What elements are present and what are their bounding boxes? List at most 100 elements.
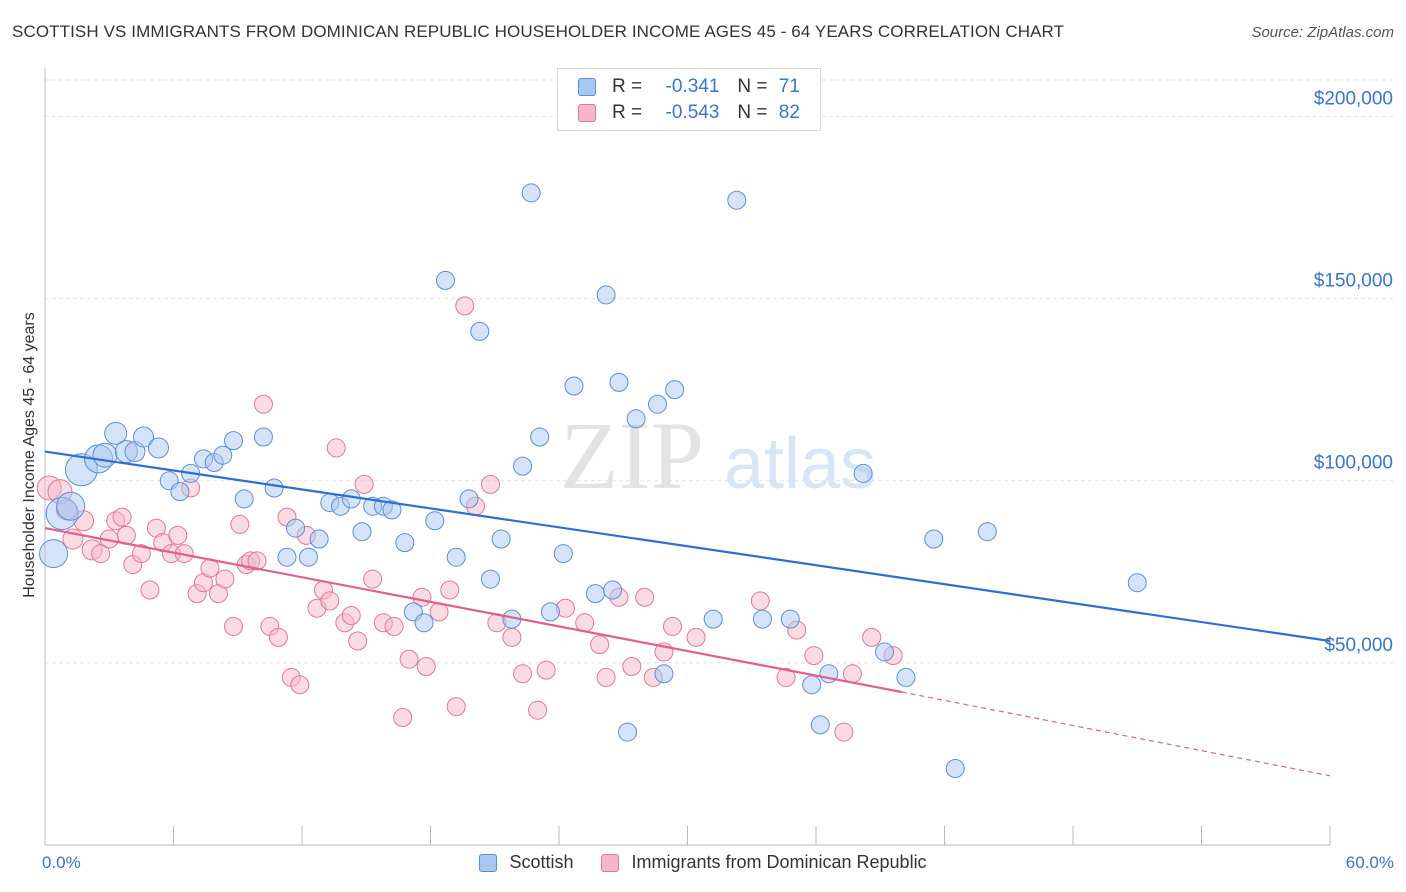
dominican-point (384, 616, 404, 636)
scottish-point (780, 609, 800, 629)
scottish-point (395, 533, 415, 553)
legend-item-dominican[interactable]: Immigrants from Dominican Republic (601, 852, 927, 873)
dominican-point (112, 507, 132, 527)
scottish-point (752, 609, 772, 629)
dominican-point (393, 708, 413, 727)
dominican-point (862, 627, 882, 647)
watermark: ZIP atlas (560, 402, 876, 509)
dominican-point (834, 722, 854, 742)
legend-label-dominican: Immigrants from Dominican Republic (631, 852, 927, 872)
scottish-point (618, 722, 638, 742)
scottish-point (92, 442, 118, 468)
x-tick-min: 0.0% (42, 853, 81, 872)
scottish-point (170, 482, 190, 502)
scottish-point (213, 445, 233, 465)
trend-lines (44, 450, 1331, 777)
dominican-trend-line (44, 526, 902, 694)
dominican-point (341, 606, 361, 625)
dominican-point (140, 580, 160, 600)
dominican-point (416, 657, 436, 676)
scottish-point (341, 489, 361, 509)
scottish-point (875, 642, 895, 662)
dominican-point (223, 616, 243, 636)
scottish-point (459, 489, 479, 509)
n-value-dominican: 82 (778, 102, 800, 123)
dominican-trend-extension (901, 691, 1331, 777)
legend-swatch-dominican (601, 853, 620, 872)
dominican-point (842, 664, 862, 684)
scottish-point (924, 529, 944, 549)
legend-swatch-dominican (578, 104, 596, 122)
scottish-point (810, 715, 830, 735)
scottish-point (104, 421, 128, 445)
dominican-points (36, 296, 903, 742)
y-tick-label: $200,000 (1314, 88, 1393, 109)
dominican-point (446, 697, 466, 717)
scottish-point (223, 431, 243, 451)
scottish-point (513, 456, 533, 476)
n-value-scottish: 71 (778, 76, 800, 97)
scottish-point (727, 190, 747, 210)
dominican-point (502, 627, 522, 647)
watermark-atlas: atlas (724, 424, 876, 504)
scottish-point (648, 394, 668, 414)
x-tick-max: 60.0% (1345, 853, 1394, 872)
legend-item-scottish[interactable]: Scottish (479, 852, 573, 873)
r-value-dominican: -0.543 (665, 102, 720, 123)
r-value-scottish: -0.341 (665, 76, 720, 97)
scottish-point (491, 529, 511, 549)
scottish-point (945, 759, 965, 778)
scottish-point (352, 522, 372, 542)
scottish-point (1127, 573, 1147, 593)
dominican-point (91, 544, 111, 564)
scottish-point (298, 547, 318, 567)
scottish-point (234, 489, 254, 509)
scottish-point (435, 270, 455, 290)
legend-row-scottish: R = -0.341 N = 71 (578, 75, 800, 99)
scottish-point (665, 380, 685, 400)
dominican-point (131, 544, 151, 564)
scottish-point (626, 409, 646, 429)
axes (44, 68, 1331, 846)
legend-label-scottish: Scottish (509, 852, 574, 872)
scottish-point (382, 500, 402, 520)
scottish-point (896, 667, 916, 687)
scottish-point (530, 427, 550, 447)
scottish-point (553, 544, 573, 564)
scottish-point (277, 547, 297, 567)
correlation-legend: R = -0.341 N = 71 R = -0.543 N = 82 (557, 68, 821, 131)
scottish-points (39, 183, 1147, 778)
dominican-point (440, 580, 460, 600)
scottish-point (39, 539, 69, 569)
scottish-point (609, 372, 629, 392)
scottish-point (654, 664, 674, 684)
dominican-point (776, 667, 796, 687)
y-tick-label: $150,000 (1314, 271, 1393, 292)
scottish-point (977, 522, 997, 542)
dominican-point (215, 569, 235, 589)
dominican-point (168, 525, 188, 545)
y-tick-label: $100,000 (1314, 453, 1393, 474)
scottish-trend-line (44, 450, 1331, 643)
scottish-point (425, 511, 445, 531)
r-label: R = (612, 102, 643, 123)
scottish-point (264, 478, 284, 498)
scottish-point (596, 285, 616, 305)
dominican-point (326, 438, 346, 458)
dominican-point (253, 394, 273, 414)
scottish-point (540, 602, 560, 622)
dominican-point (686, 627, 706, 647)
scottish-point (286, 518, 306, 538)
scottish-point (521, 183, 541, 203)
legend-swatch-scottish (578, 78, 596, 96)
scottish-point (414, 613, 434, 633)
dominican-point (622, 657, 642, 676)
dominican-point (290, 675, 310, 695)
chart-title: SCOTTISH VS IMMIGRANTS FROM DOMINICAN RE… (12, 22, 1065, 41)
r-label: R = (612, 76, 643, 97)
scottish-point (253, 427, 273, 447)
dominican-point (363, 569, 383, 589)
dominican-point (590, 635, 610, 655)
series-legend: Scottish Immigrants from Dominican Repub… (0, 852, 1406, 873)
legend-row-dominican: R = -0.543 N = 82 (578, 101, 800, 125)
